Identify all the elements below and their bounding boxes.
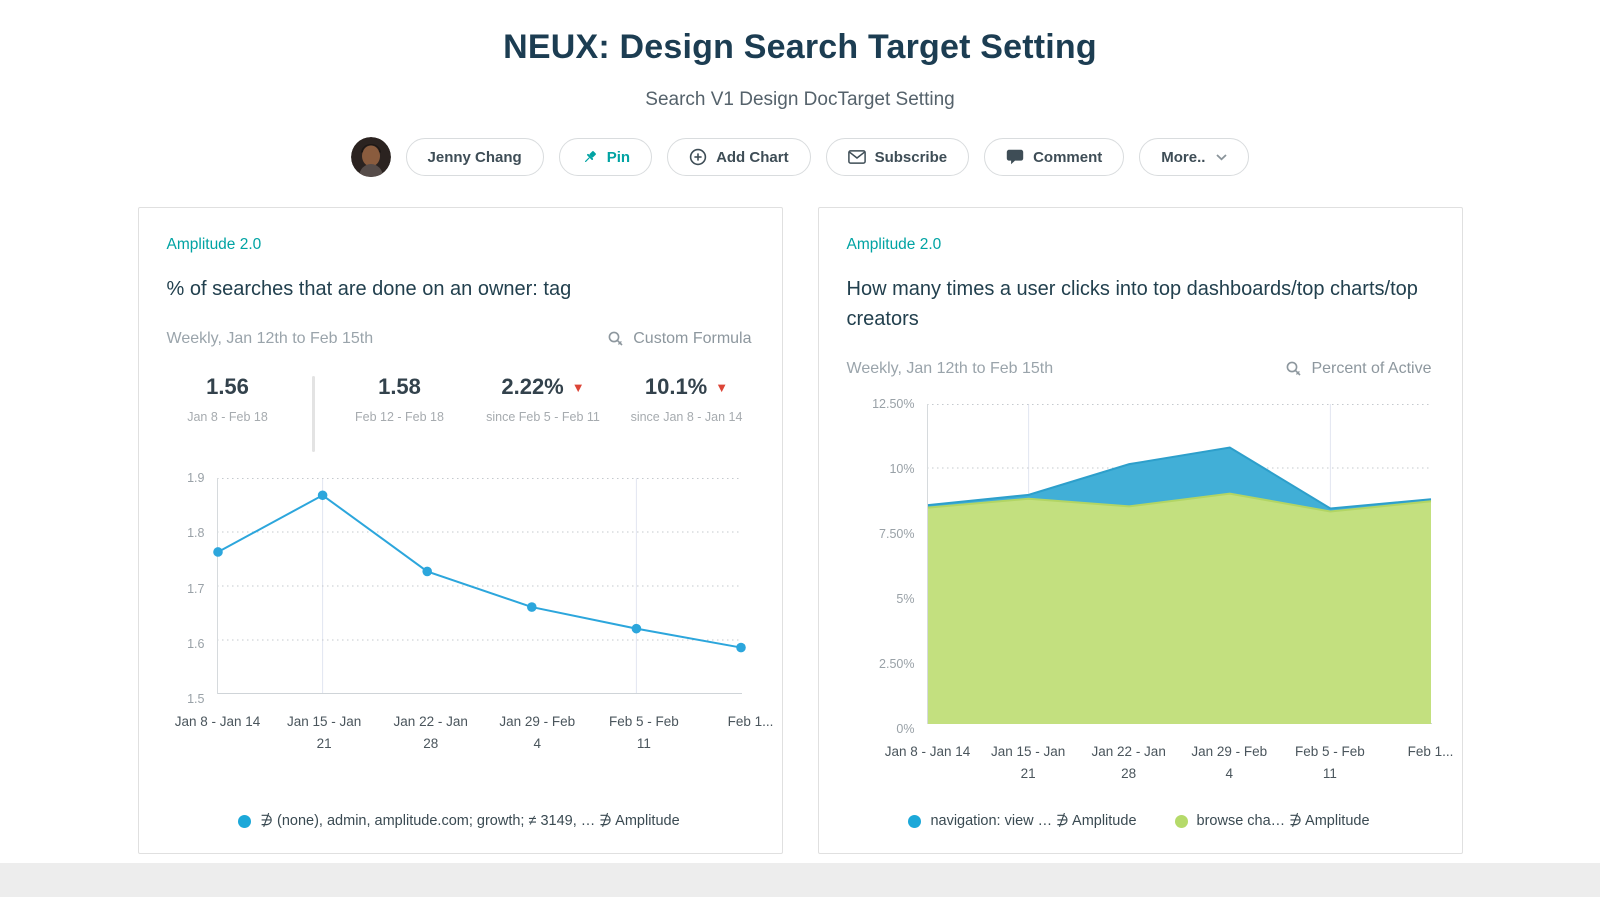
stat-label: since Feb 5 - Feb 11 — [486, 410, 600, 424]
x-tick-label: Jan 8 - Jan 14 — [884, 744, 971, 759]
stat-value: 1.56 — [206, 374, 249, 399]
metric-mode: Percent of Active — [1285, 360, 1432, 378]
amplitude-source-link[interactable]: Amplitude 2.0 — [846, 236, 942, 253]
y-tick-label: 12.50% — [872, 397, 915, 411]
x-tick-label: Jan 15 - Jan 21 — [990, 744, 1066, 781]
legend-item[interactable]: browse cha… ∌ Amplitude — [1174, 813, 1370, 829]
y-tick-label: 10% — [889, 462, 915, 476]
x-tick-label: Feb 1... — [727, 714, 774, 729]
y-tick-label: 1.5 — [187, 692, 205, 706]
x-tick-label: Feb 1... — [1407, 744, 1454, 759]
x-tick-label: Jan 29 - Feb 4 — [1191, 744, 1268, 781]
legend-label: navigation: view … ∌ Amplitude — [930, 813, 1137, 829]
stat-period-change: 10.1% ▼ since Jan 8 - Jan 14 — [628, 374, 746, 424]
chart-legend: navigation: view … ∌ Amplitude browse cha… — [847, 791, 1432, 829]
stat-overall-avg: 1.56 Jan 8 - Feb 18 — [169, 374, 287, 424]
stat-value: 1.58 — [378, 374, 421, 399]
custom-formula-icon — [608, 331, 623, 346]
user-name-label: Jenny Chang — [427, 148, 522, 166]
y-tick-label: 2.50% — [879, 657, 915, 671]
add-chart-button[interactable]: Add Chart — [667, 138, 811, 176]
legend-label: ∌ (none), admin, amplitude.com; growth; … — [260, 813, 680, 829]
pin-button[interactable]: Pin — [558, 138, 653, 176]
x-tick-label: Jan 8 - Jan 14 — [174, 714, 261, 729]
metric-mode-label: Percent of Active — [1311, 360, 1432, 377]
more-button[interactable]: More.. — [1139, 138, 1250, 176]
clicks-chart-card: Amplitude 2.0 How many times a user clic… — [817, 207, 1463, 854]
subscribe-button[interactable]: Subscribe — [825, 138, 970, 176]
percent-of-active-icon — [1287, 361, 1302, 376]
comment-button[interactable]: Comment — [984, 138, 1125, 176]
page-title: NEUX: Design Search Target Setting — [503, 28, 1097, 66]
pin-icon — [584, 150, 596, 162]
clicks-area-chart: 0% 2.50% 5% 7.50% 10% 12.50% Jan 8 - Jan 14 Ja… — [847, 397, 1454, 791]
y-tick-label: 0% — [896, 722, 915, 736]
y-tick-label: 1.9 — [187, 471, 205, 485]
x-tick-label: Jan 15 - Jan 21 — [286, 714, 362, 751]
chart-cards-row: Amplitude 2.0 % of searches that are don… — [0, 207, 1600, 854]
y-tick-label: 5% — [896, 592, 915, 606]
x-tick-label: Feb 5 - Feb 11 — [1295, 744, 1365, 781]
summary-stats: 1.56 Jan 8 - Feb 18 1.58 Feb 12 - Feb 18… — [167, 374, 752, 452]
chart-title: % of searches that are done on an owner:… — [166, 278, 572, 300]
y-axis-labels: 1.5 1.6 1.7 1.8 1.9 — [167, 471, 217, 706]
trend-down-icon: ▼ — [715, 380, 729, 395]
stat-latest-avg: 1.58 Feb 12 - Feb 18 — [341, 374, 459, 424]
pin-label: Pin — [606, 148, 631, 166]
legend-dot-icon — [1174, 814, 1188, 828]
x-tick-label: Jan 29 - Feb 4 — [499, 714, 576, 751]
chart-legend: ∌ (none), admin, amplitude.com; growth; … — [167, 791, 752, 829]
stat-value: 2.22% ▼ — [501, 374, 585, 399]
legend-item[interactable]: ∌ (none), admin, amplitude.com; growth; … — [238, 813, 680, 829]
envelope-icon — [847, 150, 866, 164]
avatar-image — [350, 137, 391, 177]
legend-dot-icon — [238, 814, 252, 828]
plus-circle-icon — [689, 148, 707, 166]
stat-label: Jan 8 - Feb 18 — [187, 410, 268, 424]
stat-label: Feb 12 - Feb 18 — [355, 410, 444, 424]
legend-item[interactable]: navigation: view … ∌ Amplitude — [908, 813, 1137, 829]
more-label: More.. — [1161, 148, 1206, 166]
range-row: Weekly, Jan 12th to Feb 15th Percent of … — [847, 360, 1432, 378]
chart-title: How many times a user clicks into top da… — [846, 278, 1418, 330]
stat-value: 10.1% ▼ — [644, 374, 729, 399]
subscribe-label: Subscribe — [874, 148, 948, 166]
date-range-label: Weekly, Jan 12th to Feb 15th — [166, 330, 374, 347]
page-subtitle: Search V1 Design DocTarget Setting — [645, 89, 955, 110]
date-range-label: Weekly, Jan 12th to Feb 15th — [846, 360, 1054, 377]
y-tick-label: 7.50% — [879, 527, 915, 541]
toolbar: Jenny Chang Pin Add Chart Subscribe — [0, 137, 1600, 177]
y-axis-labels: 0% 2.50% 5% 7.50% 10% 12.50% — [847, 397, 927, 736]
area-chart-plot[interactable] — [926, 404, 1432, 729]
legend-label: browse cha… ∌ Amplitude — [1196, 813, 1370, 829]
y-tick-label: 1.7 — [187, 581, 205, 596]
page-footer-strip — [0, 863, 1600, 897]
amplitude-source-link[interactable]: Amplitude 2.0 — [166, 236, 262, 253]
x-axis-labels: Jan 8 - Jan 14 Jan 15 - Jan 21 Jan 22 - Ja… — [175, 711, 774, 761]
add-chart-label: Add Chart — [716, 148, 789, 166]
searches-chart-card: Amplitude 2.0 % of searches that are don… — [137, 207, 783, 854]
metric-mode-label: Custom Formula — [633, 330, 752, 347]
range-row: Weekly, Jan 12th to Feb 15th Custom Form… — [167, 330, 752, 348]
user-button[interactable]: Jenny Chang — [405, 138, 544, 176]
x-tick-label: Jan 22 - Jan 28 — [1091, 744, 1166, 781]
chevron-down-icon — [1216, 153, 1228, 161]
comment-label: Comment — [1033, 148, 1103, 166]
metric-mode: Custom Formula — [607, 330, 752, 348]
avatar[interactable] — [350, 137, 391, 177]
comment-bubble-icon — [1006, 149, 1024, 165]
y-tick-label: 1.8 — [187, 526, 205, 541]
line-chart-plot[interactable] — [212, 478, 752, 699]
stats-divider — [312, 376, 315, 452]
stat-week-change: 2.22% ▼ since Feb 5 - Feb 11 — [484, 374, 602, 424]
x-tick-label: Jan 22 - Jan 28 — [393, 714, 468, 751]
legend-dot-icon — [908, 814, 922, 828]
stat-label: since Jan 8 - Jan 14 — [630, 410, 743, 424]
searches-line-chart: 1.5 1.6 1.7 1.8 1.9 Jan 8 - Jan 14 Jan 15 - J… — [167, 471, 774, 761]
page-header: NEUX: Design Search Target Setting Searc… — [0, 0, 1600, 111]
x-tick-label: Feb 5 - Feb 11 — [608, 714, 679, 751]
trend-down-icon: ▼ — [571, 380, 585, 395]
y-tick-label: 1.6 — [187, 636, 205, 651]
x-axis-labels: Jan 8 - Jan 14 Jan 15 - Jan 21 Jan 22 - Ja… — [885, 741, 1454, 791]
